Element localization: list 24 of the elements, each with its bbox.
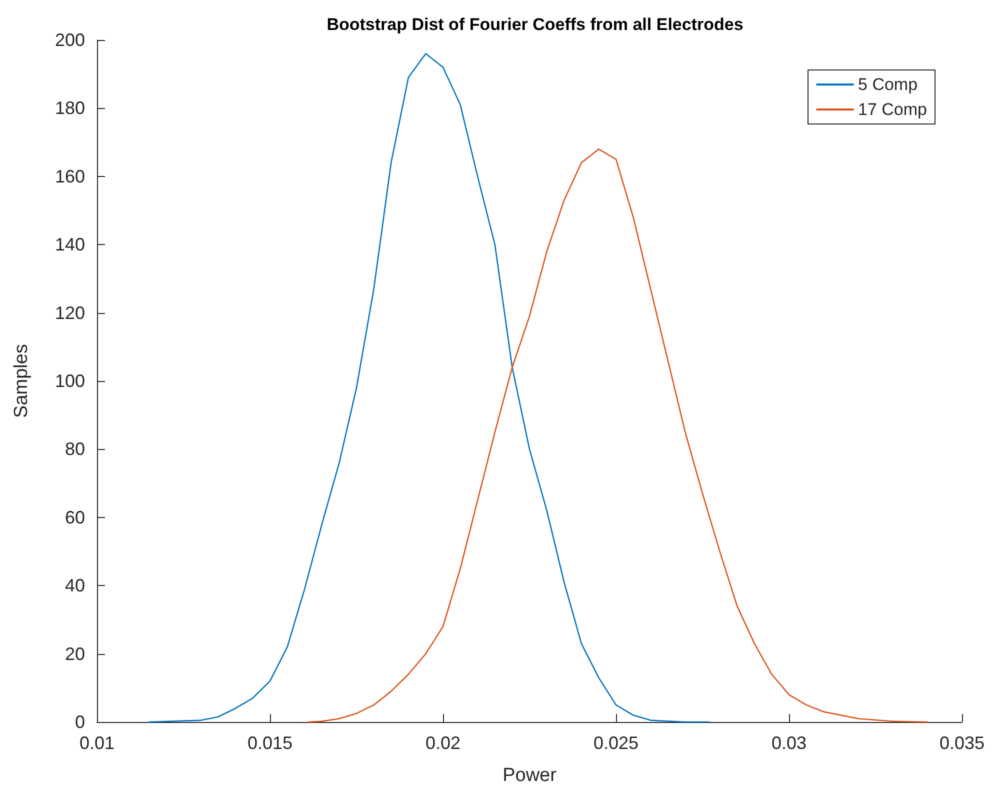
y-tick-label: 140 bbox=[54, 234, 85, 255]
x-tick-label: 0.035 bbox=[939, 733, 985, 753]
x-tick-label: 0.02 bbox=[425, 733, 461, 753]
y-tick-label: 60 bbox=[64, 507, 85, 528]
y-tick-label: 180 bbox=[54, 98, 85, 118]
x-tick-label: 0.03 bbox=[771, 733, 807, 753]
x-tick-label: 0.025 bbox=[593, 733, 639, 753]
y-tick-label: 200 bbox=[54, 30, 85, 50]
legend-label: 17 Comp bbox=[858, 100, 928, 119]
y-axis-title: Samples bbox=[11, 344, 32, 418]
legend-label: 5 Comp bbox=[858, 75, 918, 94]
line-series bbox=[148, 52, 710, 723]
x-tick-label: 0.015 bbox=[247, 733, 293, 753]
chart-title: Bootstrap Dist of Fourier Coeffs from all Electrodes bbox=[326, 15, 744, 34]
y-tick-label: 160 bbox=[54, 166, 85, 186]
y-tick-label: 20 bbox=[64, 644, 85, 664]
x-tick-label: 0.01 bbox=[79, 733, 115, 753]
x-axis-title: Power bbox=[502, 765, 558, 786]
y-tick-label: 40 bbox=[64, 576, 85, 596]
y-tick-label: 100 bbox=[54, 371, 85, 391]
line-series bbox=[307, 148, 928, 723]
y-tick-label: 120 bbox=[54, 302, 85, 323]
y-tick-label: 80 bbox=[64, 439, 85, 460]
y-tick-label: 0 bbox=[74, 712, 85, 732]
